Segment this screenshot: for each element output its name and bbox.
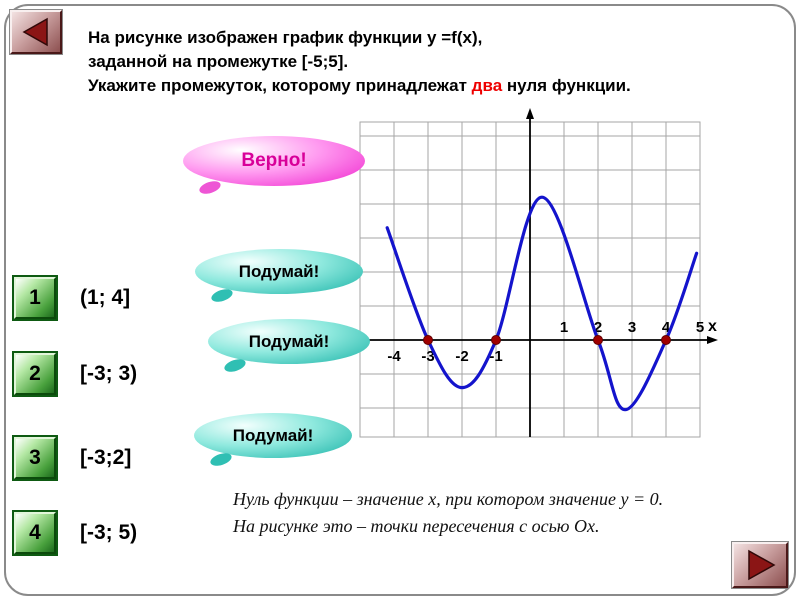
question-line-3-pre: Укажите промежуток, которому принадлежат xyxy=(88,76,472,95)
answer-row-2: 2 [-3; 3) xyxy=(14,353,137,395)
x-axis-arrow xyxy=(707,336,718,344)
x-tick-label: 4 xyxy=(662,319,671,336)
forward-button[interactable] xyxy=(732,542,788,588)
feedback-think-1-label: Подумай! xyxy=(238,261,320,281)
answer-row-1: 1 (1; 4] xyxy=(14,277,130,319)
x-tick-label: 2 xyxy=(594,319,602,336)
question-line-3-post: нуля функции. xyxy=(502,76,631,95)
answer-label-1: (1; 4] xyxy=(80,286,131,309)
zero-point-marker xyxy=(593,335,603,345)
answer-button-3[interactable]: 3 xyxy=(14,437,56,479)
definition-line-1: Нуль функции – значение х, при котором з… xyxy=(233,489,664,509)
x-tick-label: -3 xyxy=(421,348,434,365)
x-tick-label: -1 xyxy=(489,348,502,365)
x-tick-label: -2 xyxy=(455,348,468,365)
definition-text: Нуль функции – значение х, при котором з… xyxy=(233,486,663,540)
answer-button-1[interactable]: 1 xyxy=(14,277,56,319)
back-button[interactable] xyxy=(10,10,62,54)
x-tick-label: 1 xyxy=(560,319,568,336)
question-highlight: два xyxy=(471,76,503,95)
x-tick-label: 5 xyxy=(696,319,704,336)
question-line-2: заданной на промежутке [-5;5]. xyxy=(88,52,349,71)
answer-label-3: [-3;2] xyxy=(80,446,132,469)
answer-row-3: 3 [-3;2] xyxy=(14,437,131,479)
feedback-think-2: Подумай! xyxy=(208,319,370,364)
question-line-3: Укажите промежуток, которому принадлежат… xyxy=(88,74,738,98)
feedback-think-3-label: Подумай! xyxy=(232,425,314,445)
feedback-think-3: Подумай! xyxy=(194,413,352,458)
answer-label-2: [-3; 3) xyxy=(80,362,138,385)
zero-point-marker xyxy=(661,335,671,345)
x-tick-label: 3 xyxy=(628,319,636,336)
answer-label-4: [-3; 5) xyxy=(80,521,138,544)
definition-line-2: На рисунке это – точки пересечения с ось… xyxy=(233,516,600,536)
x-axis-label: х xyxy=(708,318,717,335)
question-line-1: На рисунке изображен график функции у =f… xyxy=(88,28,483,47)
function-graph: -4 -3 -2 -1 1 2 3 4 5 х xyxy=(359,108,718,438)
feedback-correct: Верно! xyxy=(183,136,365,186)
forward-arrow-icon xyxy=(748,549,776,581)
zero-point-marker xyxy=(491,335,501,345)
zero-point-marker xyxy=(423,335,433,345)
y-axis-arrow xyxy=(526,108,534,119)
answer-button-4[interactable]: 4 xyxy=(14,512,56,554)
feedback-correct-label: Верно! xyxy=(241,150,307,171)
feedback-think-2-label: Подумай! xyxy=(248,331,330,351)
answer-row-4: 4 [-3; 5) xyxy=(14,512,137,554)
question-text: На рисунке изображен график функции у =f… xyxy=(88,26,738,98)
feedback-think-1: Подумай! xyxy=(195,249,363,294)
function-curve xyxy=(385,195,699,412)
answer-button-2[interactable]: 2 xyxy=(14,353,56,395)
x-tick-label: -4 xyxy=(387,348,401,365)
back-arrow-icon xyxy=(22,17,48,47)
